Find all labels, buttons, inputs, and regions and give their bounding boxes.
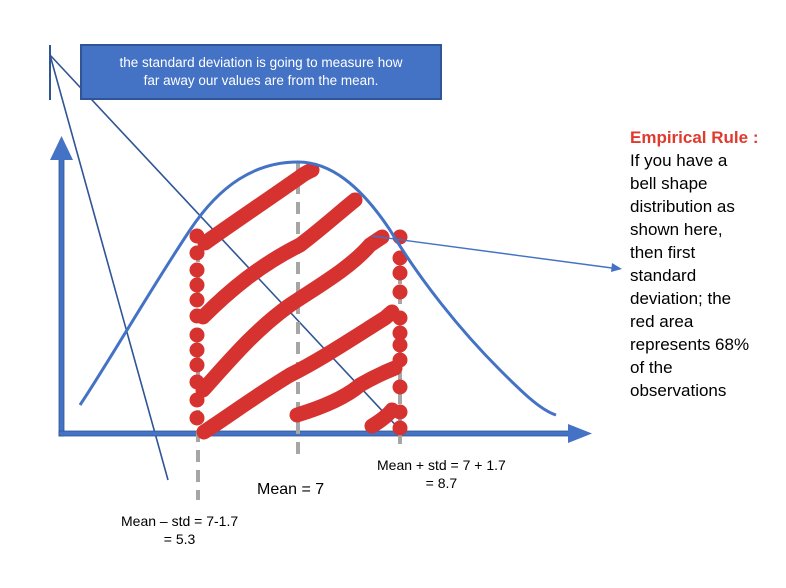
x-axis <box>58 430 572 437</box>
y-axis-arrow-icon <box>50 136 73 160</box>
empirical-rule-pointer <box>371 235 622 272</box>
mean-minus-std-line-2: = 5.3 <box>163 531 196 547</box>
mean-plus-std-line-1: Mean + std = 7 + 1.7 <box>377 457 506 473</box>
callout-line-1: the standard deviation is going to measu… <box>119 55 403 70</box>
rule-line: deviation; the <box>630 289 732 308</box>
rule-line: represents 68% <box>630 335 750 354</box>
mean-plus-std-label: Mean + std = 7 + 1.7 = 8.7 <box>377 456 506 492</box>
x-axis-arrow-icon <box>568 424 592 443</box>
mean-label: Mean = 7 <box>257 481 325 498</box>
rule-line: distribution as <box>630 197 735 216</box>
rule-line: standard <box>630 266 697 285</box>
mean-minus-std-label: Mean – std = 7-1.7 = 5.3 <box>121 512 238 548</box>
rule-line: then first <box>630 243 696 262</box>
rule-line: red area <box>630 312 694 331</box>
bell-curve <box>78 160 557 417</box>
y-axis <box>58 157 65 437</box>
callout-line-2: far away our values are from the mean. <box>143 73 379 88</box>
empirical-rule-title: Empirical Rule : <box>630 128 759 147</box>
mean-minus-std-line-1: Mean – std = 7-1.7 <box>121 513 239 529</box>
pointer-lines <box>49 45 403 481</box>
empirical-rule-text: Empirical Rule : If you have a bell shap… <box>630 126 786 402</box>
arrowhead-icon <box>611 263 622 272</box>
rule-line: observations <box>630 381 727 400</box>
mean-plus-std-line-2: = 8.7 <box>425 475 458 491</box>
callout-box: the standard deviation is going to measu… <box>80 44 442 100</box>
rule-line: If you have a <box>630 151 728 170</box>
rule-line: of the <box>630 358 673 377</box>
rule-line: shown here, <box>630 220 723 239</box>
axes <box>50 136 592 443</box>
rule-line: bell shape <box>630 174 708 193</box>
